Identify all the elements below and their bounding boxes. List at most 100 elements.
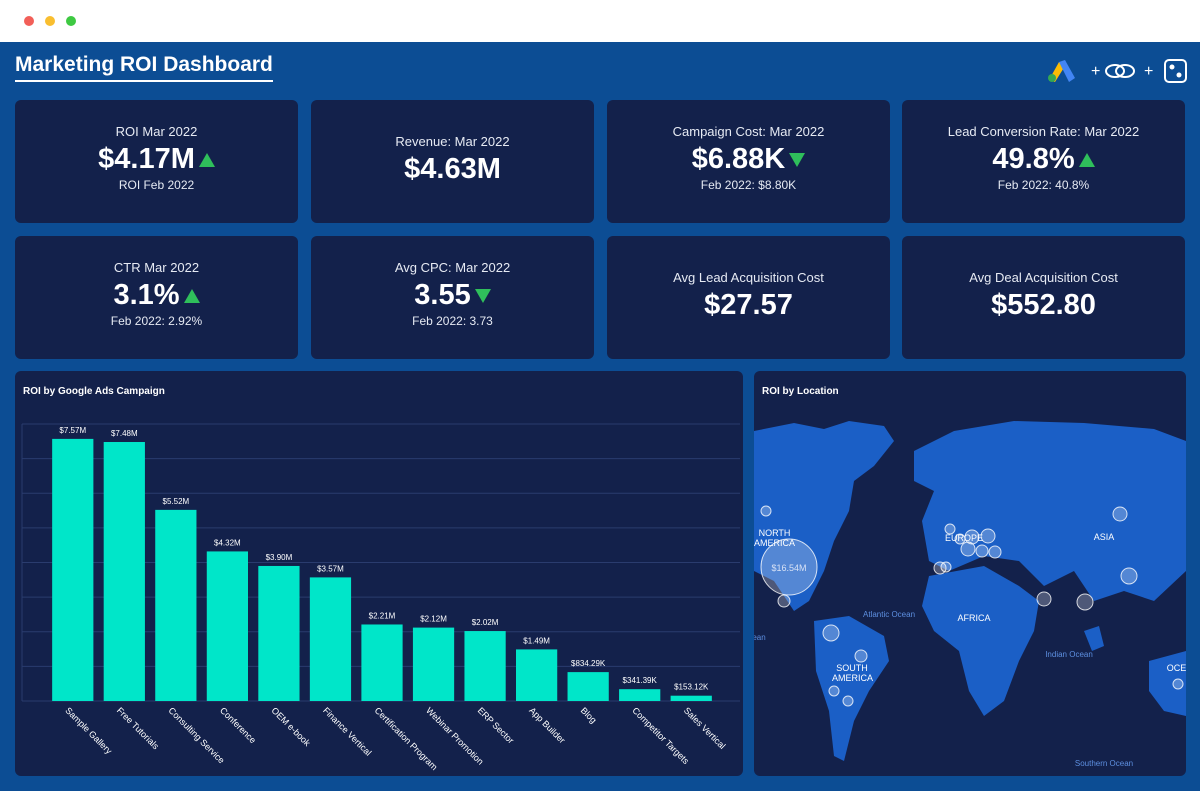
bar <box>670 695 712 701</box>
data-label: $7.57M <box>59 426 86 435</box>
kpi-value: 49.8% <box>902 143 1185 176</box>
bar <box>103 442 145 701</box>
bubble <box>964 529 980 545</box>
south-america <box>814 616 889 761</box>
kpi-value: $552.80 <box>902 289 1185 322</box>
bubble <box>1120 567 1138 585</box>
kpi-card: CTR Mar 2022 3.1% Feb 2022: 2.92% <box>15 236 298 359</box>
data-label: $153.12K <box>674 683 709 692</box>
data-label: $3.57M <box>317 564 344 573</box>
x-tick-label: Free Tutorials <box>115 705 161 751</box>
bubble <box>975 544 989 558</box>
bubble <box>960 541 976 557</box>
kpi-value: $27.57 <box>607 289 890 322</box>
bubble <box>854 649 868 663</box>
bar-chart: $7.57M Sample Gallery $7.48M Free Tutorials… <box>21 423 740 772</box>
map-label: Southern Ocean <box>1074 759 1134 768</box>
bubble <box>980 528 996 544</box>
close-button[interactable] <box>24 16 34 26</box>
kpi-sub: Feb 2022: 40.8% <box>997 178 1090 192</box>
trend-arrow <box>789 153 806 168</box>
africa <box>922 566 1039 716</box>
x-tick-label: Conference <box>218 705 258 745</box>
kpi-value-text: 3.55 <box>414 279 471 311</box>
bar-panel: ROI by Google Ads Campaign $7.57M Sample … <box>15 371 743 776</box>
bubble <box>828 685 840 697</box>
kpi-title: Campaign Cost: Mar 2022 <box>672 124 825 139</box>
bubbles <box>760 505 1184 707</box>
kpi-card: ROI Mar 2022 $4.17M ROI Feb 2022 <box>15 100 298 223</box>
world-map: $16.54M <box>754 421 1186 761</box>
kpi-sub: ROI Feb 2022 <box>118 178 195 192</box>
bar <box>155 509 197 701</box>
map-label: EUROPE <box>944 533 983 543</box>
map-label: NORTH AMERICA <box>754 528 795 548</box>
bubble <box>1112 506 1128 522</box>
x-tick-label: Sample Gallery <box>63 705 114 756</box>
map-label: Pacific Ocean <box>754 633 766 642</box>
bar <box>464 631 506 701</box>
islands <box>1084 626 1104 651</box>
data-label: $2.02M <box>472 618 499 627</box>
continents <box>754 421 1186 761</box>
kpi-card: Avg CPC: Mar 2022 3.55 Feb 2022: 3.73 <box>311 236 594 359</box>
bubble-label: $16.54M <box>771 563 806 573</box>
data-label: $4.32M <box>214 538 241 547</box>
bar <box>516 649 558 701</box>
north-america <box>754 421 894 611</box>
bubble <box>940 561 952 573</box>
bubble-highlight <box>760 538 818 596</box>
plus: + <box>1144 63 1153 80</box>
kpi-title: CTR Mar 2022 <box>113 260 200 275</box>
x-tick-label: Webinar Promotion <box>424 705 485 766</box>
bubble <box>777 594 791 608</box>
bar <box>619 689 661 701</box>
ads-icon <box>1059 60 1075 82</box>
data-label: $7.48M <box>111 429 138 438</box>
bar <box>567 672 609 701</box>
map-title: ROI by Location <box>762 386 839 397</box>
minimize-button[interactable] <box>45 16 55 26</box>
data-label: $2.21M <box>369 611 396 620</box>
x-tick-label: Competitor Targets <box>630 705 691 766</box>
data-label: $1.49M <box>523 636 550 645</box>
x-tick-label: Sales Vertical <box>682 705 728 751</box>
kpi-title: Avg CPC: Mar 2022 <box>394 260 511 275</box>
x-tick-label: App Builder <box>527 705 567 745</box>
bar <box>258 565 300 701</box>
maximize-button[interactable] <box>66 16 76 26</box>
kpi-value-text: $4.63M <box>404 153 501 185</box>
data-label: $2.12M <box>420 615 447 624</box>
map-label: OCEANIA <box>1166 663 1186 673</box>
link-icon <box>1115 64 1135 78</box>
kpi-value-text: 49.8% <box>992 143 1075 175</box>
kpi-card: Revenue: Mar 2022 $4.63M <box>311 100 594 223</box>
app-icon <box>1169 64 1175 70</box>
bubble <box>760 505 772 517</box>
trend-arrow <box>198 153 215 168</box>
kpi-card: Avg Deal Acquisition Cost $552.80 <box>902 236 1185 359</box>
kpi-title: Lead Conversion Rate: Mar 2022 <box>947 124 1140 139</box>
kpi-sub: Feb 2022: 2.92% <box>110 314 203 328</box>
x-tick-label: Finance Vertical <box>321 705 373 757</box>
kpi-value: $4.63M <box>311 153 594 186</box>
map-label: AFRICA <box>957 613 991 623</box>
x-tick-label: Consulting Service <box>166 705 226 765</box>
kpi-sub: Feb 2022: 3.73 <box>412 314 493 328</box>
bubble <box>822 624 840 642</box>
kpi-title: Revenue: Mar 2022 <box>395 134 510 149</box>
oceania <box>1149 651 1186 716</box>
bar <box>309 577 352 701</box>
map-label: Atlantic Ocean <box>862 610 916 619</box>
bar <box>412 627 455 701</box>
data-label: $3.90M <box>266 553 293 562</box>
chart-title: ROI by Google Ads Campaign <box>23 386 165 397</box>
kpi-card: Campaign Cost: Mar 2022 $6.88K Feb 2022: $… <box>607 100 890 223</box>
kpi-card: Avg Lead Acquisition Cost $27.57 <box>607 236 890 359</box>
window-bar <box>0 0 1200 42</box>
kpi-value-text: $4.17M <box>98 143 195 175</box>
app-icon <box>1176 72 1182 78</box>
ads-icon <box>1048 74 1056 82</box>
bubble <box>842 695 854 707</box>
